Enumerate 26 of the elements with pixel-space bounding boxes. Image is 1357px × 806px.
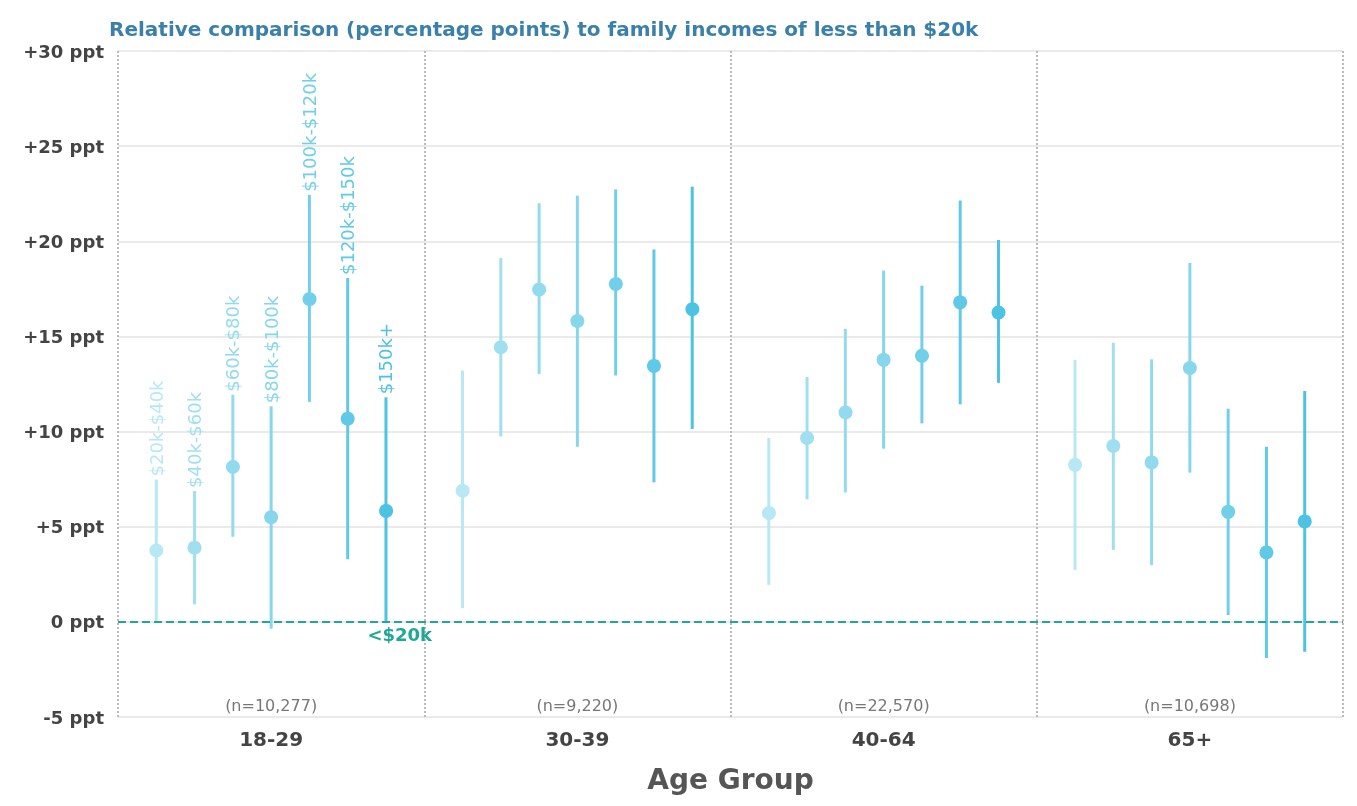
annotation: (n=22,570)	[837, 695, 930, 715]
annotation: (n=10,698)	[1143, 695, 1236, 715]
chart-title: Relative comparison (percentage points) to family incomes of less than $20k	[109, 17, 980, 41]
text: $60k-$80k	[222, 295, 244, 392]
y-tick-label: 0 ppt	[50, 611, 105, 633]
text: $80k-$100k	[260, 295, 282, 404]
text: $40k-$60k	[184, 391, 206, 488]
text: $100k-$120k	[298, 72, 320, 192]
y-tick-label: +5 ppt	[35, 516, 105, 538]
x-tick-label: 18-29	[239, 727, 304, 751]
y-tick-label: -5 ppt	[43, 706, 105, 728]
text: $150k+	[375, 322, 397, 395]
y-tick-label: +15 ppt	[23, 325, 105, 347]
text: $20k-$40k	[145, 379, 167, 477]
y-tick-label: +10 ppt	[23, 421, 105, 443]
x-tick-label: 40-64	[851, 727, 916, 751]
annotation: (n=10,277)	[225, 695, 318, 715]
ref-line-label: <$20k	[367, 624, 434, 646]
x-tick-label: 30-39	[545, 727, 610, 751]
y-tick-label: +25 ppt	[23, 135, 105, 157]
y-tick-label: +20 ppt	[23, 230, 105, 252]
text: $120k-$150k	[337, 155, 359, 276]
x-axis-title: Age Group	[647, 762, 814, 796]
annotation: (n=9,220)	[536, 695, 619, 715]
x-tick-label: 65+	[1167, 727, 1213, 751]
y-tick-label: +30 ppt	[23, 40, 105, 62]
